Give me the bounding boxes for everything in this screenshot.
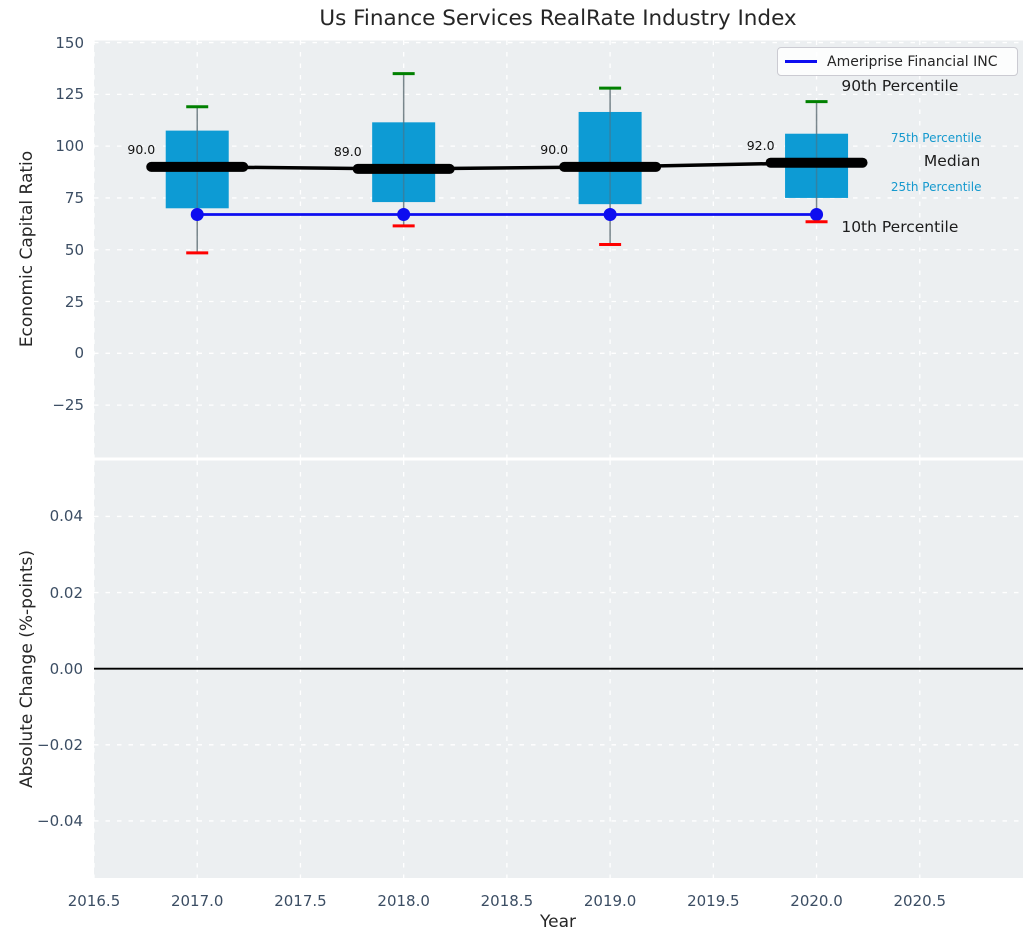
bottom-y-tick-label: 0.00 bbox=[49, 659, 83, 678]
top-y-tick-label: 150 bbox=[55, 33, 84, 52]
legend: Ameriprise Financial INC bbox=[777, 47, 1018, 76]
x-tick-label: 2017.0 bbox=[170, 892, 224, 910]
median-annotation-2018: 89.0 bbox=[333, 144, 362, 160]
bottom-y-tick-label: 0.02 bbox=[49, 583, 83, 602]
top-panel-background bbox=[94, 40, 1023, 458]
company-marker-2019 bbox=[603, 208, 617, 222]
label-90th-percentile: 90th Percentile bbox=[841, 77, 959, 96]
company-marker-2017 bbox=[190, 208, 204, 222]
bottom-y-tick-label: −0.04 bbox=[37, 811, 83, 830]
x-tick-label: 2018.5 bbox=[480, 892, 534, 910]
legend-line-sample-icon bbox=[785, 60, 817, 63]
x-tick-label: 2019.0 bbox=[583, 892, 637, 910]
label-median: Median bbox=[923, 152, 981, 171]
top-y-tick-label: 25 bbox=[64, 292, 84, 311]
median-connector-line bbox=[197, 160, 817, 171]
label-10th-percentile: 10th Percentile bbox=[841, 217, 959, 236]
bottom-y-tick-label: 0.04 bbox=[49, 507, 83, 526]
x-axis-label: Year bbox=[540, 912, 576, 932]
legend-label: Ameriprise Financial INC bbox=[827, 53, 998, 70]
median-annotation-2020: 92.0 bbox=[746, 138, 775, 154]
median-annotation-2019: 90.0 bbox=[540, 142, 569, 158]
label-75th-percentile: 75th Percentile bbox=[890, 130, 982, 145]
company-marker-2020 bbox=[810, 208, 824, 222]
top-y-tick-label: 75 bbox=[64, 188, 84, 207]
top-y-tick-label: 100 bbox=[55, 137, 84, 156]
top-y-tick-label: 125 bbox=[55, 85, 84, 104]
top-y-tick-label: 50 bbox=[64, 240, 84, 259]
x-tick-label: 2020.5 bbox=[893, 892, 947, 910]
x-tick-label: 2016.5 bbox=[67, 892, 121, 910]
label-25th-percentile: 25th Percentile bbox=[890, 179, 982, 194]
x-tick-label: 2017.5 bbox=[274, 892, 327, 910]
top-y-tick-label: −25 bbox=[52, 396, 84, 415]
chart-title: Us Finance Services RealRate Industry In… bbox=[319, 6, 797, 31]
company-marker-2018 bbox=[397, 208, 411, 222]
x-tick-label: 2018.0 bbox=[377, 892, 430, 910]
top-y-tick-label: 0 bbox=[74, 344, 84, 363]
x-tick-label: 2019.5 bbox=[687, 892, 740, 910]
median-annotation-2017: 90.0 bbox=[127, 142, 156, 158]
bottom-y-tick-label: −0.02 bbox=[37, 735, 83, 754]
x-tick-label: 2020.0 bbox=[790, 892, 843, 910]
